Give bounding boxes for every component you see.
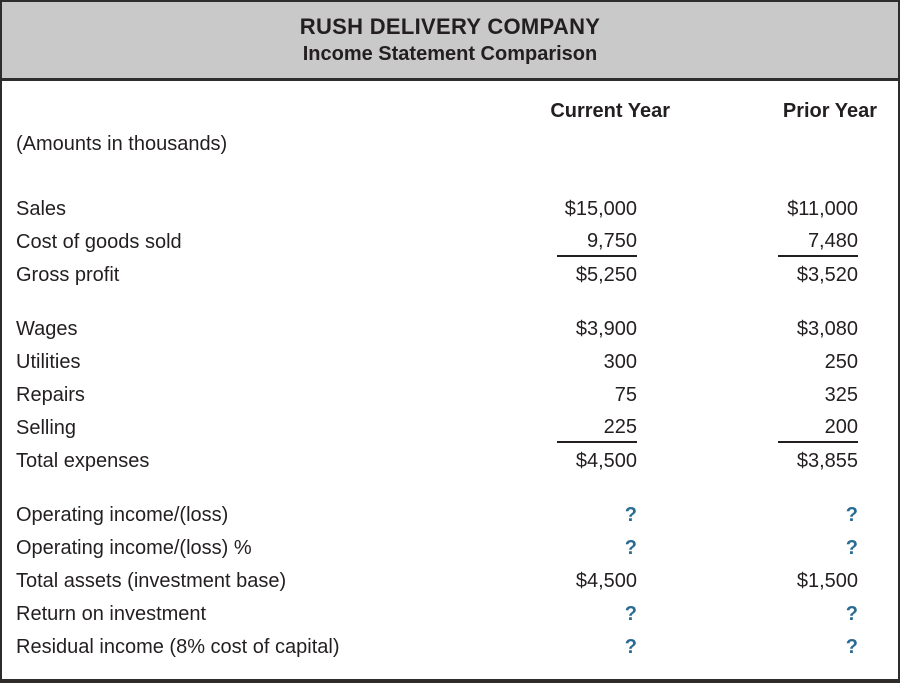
current-year-value: ? xyxy=(624,503,637,526)
statement-rows: Sales $15,000 $11,000 Cost of goods sold… xyxy=(16,193,858,664)
prior-year-value: 200 xyxy=(637,415,858,443)
table-row: Gross profit $5,250 $3,520 xyxy=(16,259,858,292)
current-year-column-header: Current Year xyxy=(550,100,670,122)
current-year-value: $4,500 xyxy=(575,569,637,592)
prior-year-value: ? xyxy=(845,635,858,658)
prior-year-value: ? xyxy=(845,536,858,559)
row-label: Wages xyxy=(16,318,78,340)
prior-year-value: 7,480 xyxy=(637,229,858,257)
title-band: RUSH DELIVERY COMPANY Income Statement C… xyxy=(2,2,898,81)
row-label: Gross profit xyxy=(16,264,120,286)
prior-year-value: $1,500 xyxy=(796,569,858,592)
prior-year-value: $3,520 xyxy=(796,263,858,286)
prior-year-value: $3,080 xyxy=(796,317,858,340)
row-label: Operating income/(loss) % xyxy=(16,537,252,559)
current-year-value: $15,000 xyxy=(564,197,637,220)
table-row: Utilities 300 250 xyxy=(16,346,858,379)
table-row: Sales $15,000 $11,000 xyxy=(16,193,858,226)
current-year-value: ? xyxy=(624,602,637,625)
prior-year-value: $11,000 xyxy=(787,197,858,220)
statement-subtitle: Income Statement Comparison xyxy=(302,43,598,65)
current-year-value: $4,500 xyxy=(575,449,637,472)
units-note-row: (Amounts in thousands) xyxy=(16,128,858,161)
section-gap xyxy=(16,292,858,313)
statement-body: Current Year Prior Year (Amounts in thou… xyxy=(2,81,898,674)
row-label: Sales xyxy=(16,198,67,220)
row-label: Cost of goods sold xyxy=(16,231,182,253)
company-name: RUSH DELIVERY COMPANY xyxy=(299,14,601,39)
row-label: Residual income (8% cost of capital) xyxy=(16,636,340,658)
section-gap xyxy=(16,478,858,499)
current-year-value: 300 xyxy=(603,350,637,373)
table-row: Total assets (investment base) $4,500 $1… xyxy=(16,565,858,598)
units-note: (Amounts in thousands) xyxy=(16,133,228,155)
column-header-row: Current Year Prior Year xyxy=(16,95,877,128)
table-row: Residual income (8% cost of capital) ? ? xyxy=(16,631,858,664)
prior-year-column-header: Prior Year xyxy=(782,100,877,122)
table-row: Repairs 75 325 xyxy=(16,379,858,412)
section-gap xyxy=(16,161,858,193)
prior-year-value: 250 xyxy=(824,350,858,373)
table-row: Operating income/(loss) % ? ? xyxy=(16,532,858,565)
table-row: Selling 225 200 xyxy=(16,412,858,445)
table-row: Operating income/(loss) ? ? xyxy=(16,499,858,532)
current-year-value: $5,250 xyxy=(575,263,637,286)
row-label: Return on investment xyxy=(16,603,207,625)
current-year-value: 225 xyxy=(477,415,637,443)
current-year-value: ? xyxy=(624,635,637,658)
row-label: Selling xyxy=(16,417,77,439)
current-year-value: ? xyxy=(624,536,637,559)
row-label: Repairs xyxy=(16,384,85,406)
current-year-value: 75 xyxy=(614,383,637,406)
row-label: Total expenses xyxy=(16,450,150,472)
row-label: Utilities xyxy=(16,351,81,373)
current-year-value: 9,750 xyxy=(477,229,637,257)
table-row: Return on investment ? ? xyxy=(16,598,858,631)
row-label: Operating income/(loss) xyxy=(16,504,229,526)
table-row: Total expenses $4,500 $3,855 xyxy=(16,445,858,478)
current-year-value: $3,900 xyxy=(575,317,637,340)
prior-year-value: ? xyxy=(845,602,858,625)
table-row: Wages $3,900 $3,080 xyxy=(16,313,858,346)
prior-year-value: $3,855 xyxy=(796,449,858,472)
prior-year-value: 325 xyxy=(824,383,858,406)
row-label: Total assets (investment base) xyxy=(16,570,287,592)
prior-year-value: ? xyxy=(845,503,858,526)
table-row: Cost of goods sold 9,750 7,480 xyxy=(16,226,858,259)
